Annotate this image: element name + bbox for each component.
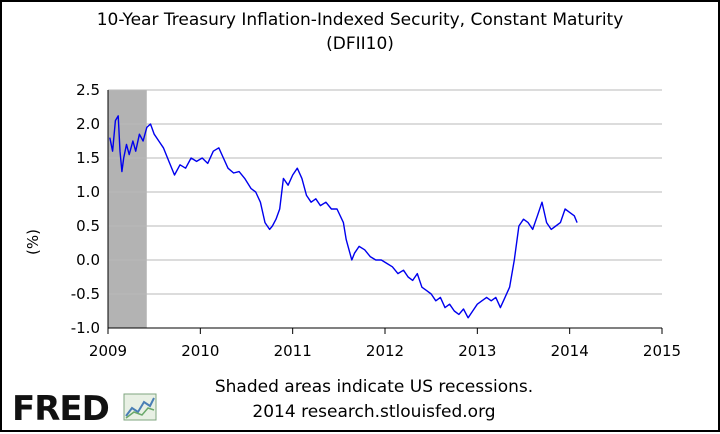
y-axis-label: (%): [24, 229, 42, 255]
x-tick-label-0: 2009: [89, 342, 127, 360]
chart-subtitle: (DFII10): [326, 34, 394, 54]
chart-title: 10-Year Treasury Inflation-Indexed Secur…: [97, 10, 624, 30]
axes-group: 2.5 2.0 1.5 1.0 0.5 0.0 -0.5 -1.0 2009 2010 2011 20…: [71, 81, 681, 360]
recession-note: Shaded areas indicate US recessions.: [215, 377, 533, 397]
fred-logo: FRED: [12, 389, 157, 429]
y-tick-label-2: 1.5: [76, 149, 100, 167]
series-line-0: [109, 115, 578, 319]
series-group: [109, 115, 578, 319]
y-tick-label-3: 1.0: [76, 183, 100, 201]
x-tick-label-2: 2011: [274, 342, 312, 360]
fred-logo-text: FRED: [12, 389, 109, 429]
x-tick-label-3: 2012: [366, 342, 404, 360]
fred-logo-chart-icon: [123, 393, 157, 421]
x-tick-label-6: 2015: [643, 342, 681, 360]
grid-lines: [108, 89, 662, 329]
y-tick-label-6: -0.5: [71, 285, 100, 303]
recession-shading-group: [108, 90, 147, 328]
x-tick-label-4: 2013: [458, 342, 496, 360]
y-tick-label-4: 0.5: [76, 217, 100, 235]
y-tick-label-1: 2.0: [76, 115, 100, 133]
y-tick-label-0: 2.5: [76, 81, 100, 99]
recession-band-0: [108, 90, 147, 328]
x-tick-label-1: 2010: [181, 342, 219, 360]
source-line: 2014 research.stlouisfed.org: [252, 402, 495, 422]
y-tick-label-5: 0.0: [76, 251, 100, 269]
x-tick-label-5: 2014: [551, 342, 589, 360]
y-tick-label-7: -1.0: [71, 319, 100, 337]
